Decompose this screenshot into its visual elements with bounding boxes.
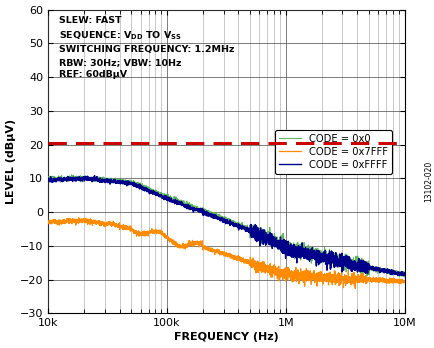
CODE = 0x7FFF [46,220,51,224]
CODE = 0xFFFF [394,272,399,276]
CODE = 0x0 [401,274,406,278]
CODE = 0x7FFF [197,242,203,246]
CODE = 0x0 [69,173,74,177]
Line: CODE = 0x0: CODE = 0x0 [48,175,404,277]
CODE = 0xFFFF [182,203,187,207]
Y-axis label: LEVEL (dBμV): LEVEL (dBμV) [6,119,16,204]
Line: CODE = 0xFFFF: CODE = 0xFFFF [48,175,404,276]
CODE = 0x7FFF [86,220,91,224]
CODE = 0xFFFF [92,173,97,177]
CODE = 0x7FFF [401,279,406,283]
X-axis label: FREQUENCY (Hz): FREQUENCY (Hz) [174,332,278,342]
CODE = 0x7FFF [394,278,399,282]
CODE = 0xFFFF [107,182,112,186]
CODE = 0xFFFF [197,209,203,213]
Text: SLEW: FAST
SEQUENCE: V$_\mathregular{DD}$ TO V$_\mathregular{SS}$
SWITCHING FREQ: SLEW: FAST SEQUENCE: V$_\mathregular{DD}… [59,16,234,79]
CODE = 0x0 [197,208,203,212]
Line: CODE = 0x7FFF: CODE = 0x7FFF [48,218,404,288]
CODE = 0x7FFF [76,216,81,220]
CODE = 0x0 [182,203,187,207]
CODE = 0x0 [356,263,361,267]
CODE = 0xFFFF [86,178,91,182]
Legend: CODE = 0x0, CODE = 0x7FFF, CODE = 0xFFFF: CODE = 0x0, CODE = 0x7FFF, CODE = 0xFFFF [275,130,391,174]
CODE = 0xFFFF [356,263,361,268]
CODE = 0x7FFF [356,275,361,279]
CODE = 0x0 [394,274,399,278]
CODE = 0x0 [86,176,91,180]
CODE = 0xFFFF [401,270,406,275]
CODE = 0x0 [401,275,406,279]
CODE = 0x0 [46,175,51,179]
CODE = 0x7FFF [107,222,112,226]
CODE = 0x7FFF [352,286,357,291]
CODE = 0x7FFF [182,245,187,249]
CODE = 0xFFFF [401,274,406,278]
CODE = 0x0 [107,178,112,182]
CODE = 0xFFFF [46,178,51,182]
Text: 13102-020: 13102-020 [423,160,432,201]
